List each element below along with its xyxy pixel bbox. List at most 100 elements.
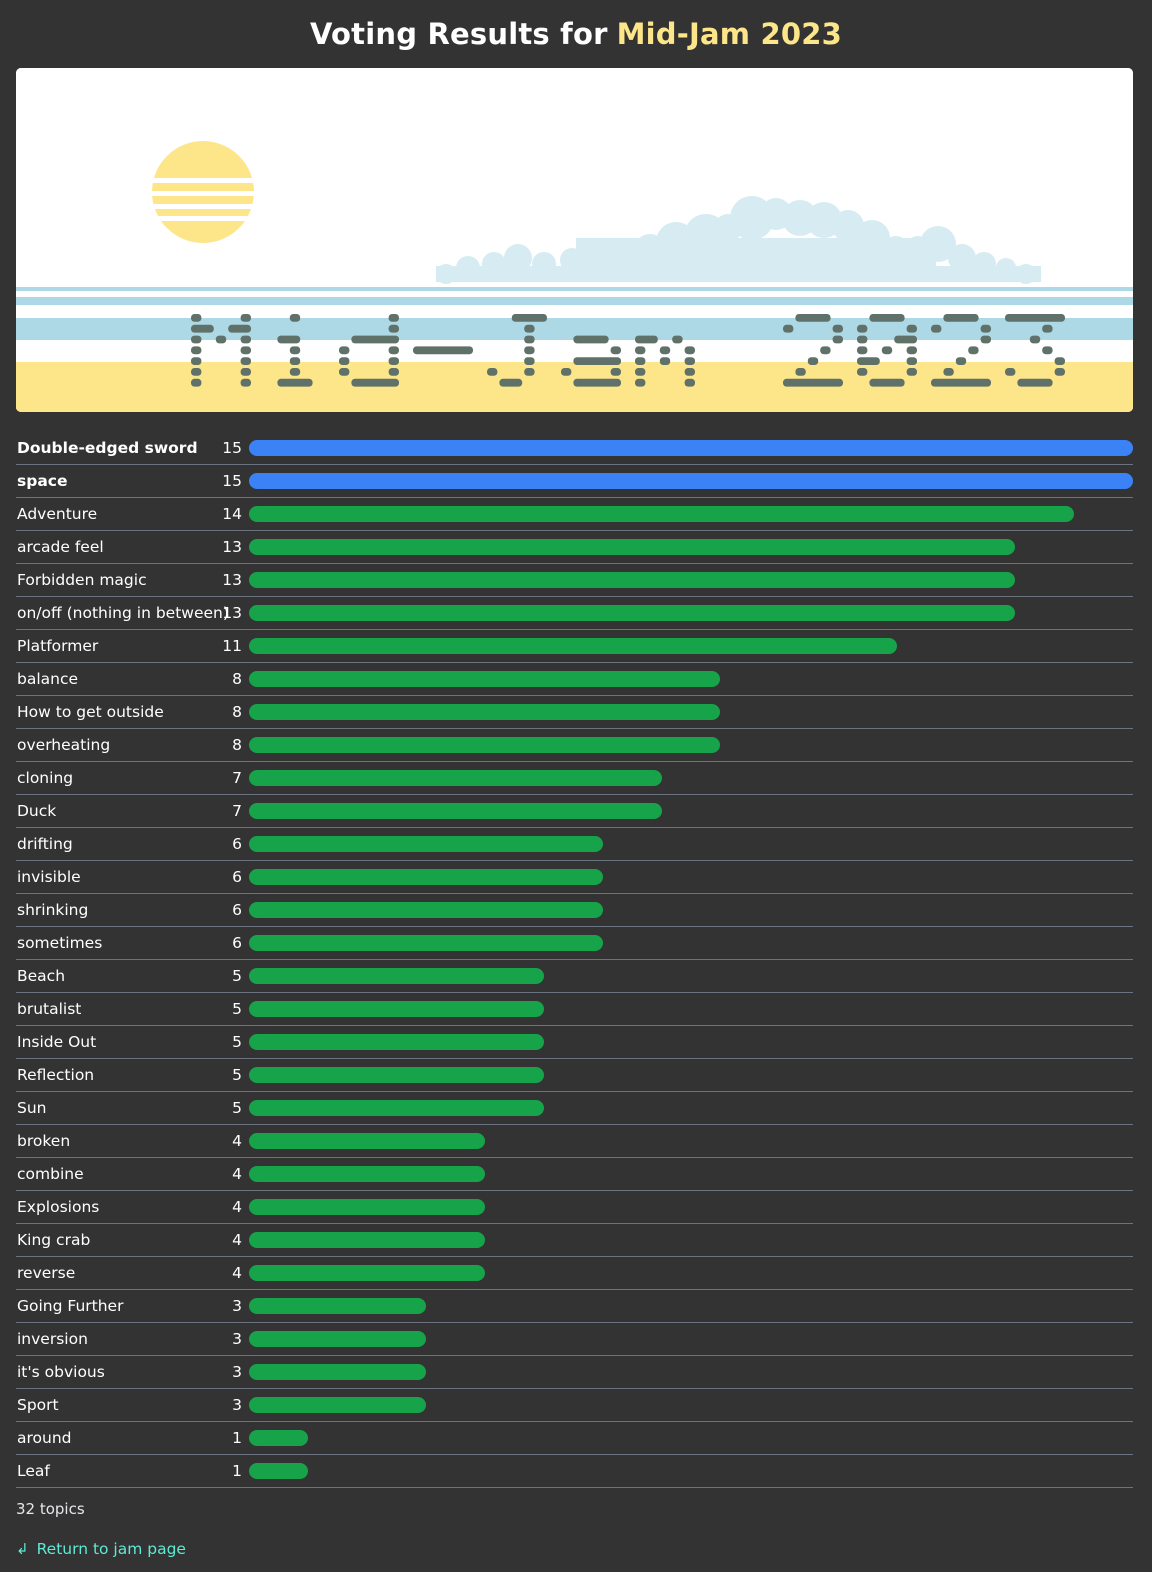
letter-dash — [240, 335, 251, 344]
vote-bar-track — [249, 1001, 1133, 1017]
vote-count: 6 — [232, 835, 242, 853]
letter-dash — [524, 346, 535, 355]
result-row: sometimes 6 — [16, 927, 1133, 960]
vote-bar — [249, 506, 1075, 522]
vote-bar-track — [249, 1265, 1133, 1281]
topic-name: Duck — [17, 802, 57, 820]
letter-dash — [1042, 346, 1053, 355]
return-link[interactable]: ↲ Return to jam page — [16, 1540, 1136, 1558]
topic-name: space — [17, 472, 68, 490]
letter-dash — [524, 368, 535, 376]
letter-dash — [635, 357, 646, 365]
vote-bar — [249, 440, 1133, 456]
vote-bar-track — [249, 1199, 1133, 1215]
letter-dash — [487, 368, 498, 376]
letter-dash — [980, 324, 991, 333]
letter-dash — [684, 357, 695, 365]
topic-name: Sun — [17, 1099, 47, 1117]
result-row: reverse 4 — [16, 1257, 1133, 1290]
topic-name: arcade feel — [17, 538, 104, 556]
letter-dash — [795, 368, 806, 376]
sea-band — [16, 318, 1133, 340]
letter-dash — [659, 346, 671, 355]
letter-dash — [1042, 324, 1053, 333]
letter-dash — [1005, 314, 1065, 322]
vote-bar-track — [249, 1463, 1133, 1479]
result-row: Adventure 14 — [16, 498, 1133, 531]
result-row: Forbidden magic 13 — [16, 564, 1133, 597]
result-row: around 1 — [16, 1422, 1133, 1455]
vote-bar — [249, 935, 603, 951]
sun-icon — [152, 141, 254, 243]
vote-bar — [249, 1133, 485, 1149]
letter-dash — [191, 335, 202, 344]
result-row: Inside Out 5 — [16, 1026, 1133, 1059]
page-title: Voting Results for Mid-Jam 2023 — [0, 0, 1152, 68]
result-row: Sport 3 — [16, 1389, 1133, 1422]
result-row: Beach 5 — [16, 960, 1133, 993]
return-link-label: Return to jam page — [36, 1540, 186, 1558]
letter-dash — [511, 314, 547, 322]
letter-dash — [351, 378, 399, 387]
vote-bar — [249, 1331, 426, 1347]
result-row: drifting 6 — [16, 828, 1133, 861]
vote-count: 4 — [232, 1264, 242, 1282]
vote-bar-track — [249, 605, 1133, 621]
letter-dash — [943, 314, 979, 322]
result-row: broken 4 — [16, 1125, 1133, 1158]
vote-bar — [249, 770, 662, 786]
result-row: on/off (nothing in between) 13 — [16, 597, 1133, 630]
letter-dash — [277, 335, 301, 344]
topic-name: broken — [17, 1132, 71, 1150]
vote-bar-track — [249, 1034, 1133, 1050]
letter-dash — [955, 357, 967, 365]
vote-bar-track — [249, 572, 1133, 588]
letter-dash — [1029, 335, 1041, 344]
letter-dash — [289, 346, 301, 355]
vote-bar-track — [249, 1364, 1133, 1380]
result-row: inversion 3 — [16, 1323, 1133, 1356]
vote-bar-track — [249, 803, 1133, 819]
vote-count: 4 — [232, 1132, 242, 1150]
letter-dash — [894, 335, 917, 344]
vote-count: 4 — [232, 1231, 242, 1249]
result-row: Leaf 1 — [16, 1455, 1133, 1488]
vote-count: 6 — [232, 868, 242, 886]
result-row: Sun 5 — [16, 1092, 1133, 1125]
letter-dash — [807, 357, 819, 365]
topic-name: brutalist — [17, 1000, 82, 1018]
vote-count: 7 — [232, 802, 242, 820]
topic-name: sometimes — [17, 934, 103, 952]
letter-dash — [339, 346, 350, 355]
letter-dash — [635, 368, 646, 376]
sea-line — [16, 287, 1133, 291]
result-row: balance 8 — [16, 663, 1133, 696]
vote-count: 3 — [232, 1363, 242, 1381]
vote-bar-track — [249, 1430, 1133, 1446]
result-row: shrinking 6 — [16, 894, 1133, 927]
letter-dash — [573, 378, 621, 387]
letter-dash — [388, 368, 399, 376]
vote-bar-track — [249, 1331, 1133, 1347]
letter-dash — [240, 357, 251, 365]
letter-dash — [1054, 368, 1065, 376]
letter-dash — [1005, 368, 1016, 376]
letter-dash — [980, 335, 991, 344]
vote-bar-track — [249, 737, 1133, 753]
letter-dash — [339, 357, 350, 365]
vote-bar — [249, 968, 544, 984]
topic-name: How to get outside — [17, 703, 164, 721]
letter-dash — [1054, 357, 1065, 365]
letter-dash — [968, 346, 979, 355]
letter-dash — [795, 314, 831, 322]
topic-name: cloning — [17, 769, 74, 787]
topic-name: Sport — [17, 1396, 59, 1414]
letter-dash — [388, 314, 399, 322]
vote-bar — [249, 737, 721, 753]
result-row: Going Further 3 — [16, 1290, 1133, 1323]
vote-bar-track — [249, 1133, 1133, 1149]
vote-bar-track — [249, 704, 1133, 720]
vote-count: 8 — [232, 703, 242, 721]
vote-bar-track — [249, 1166, 1133, 1182]
topic-name: inversion — [17, 1330, 88, 1348]
